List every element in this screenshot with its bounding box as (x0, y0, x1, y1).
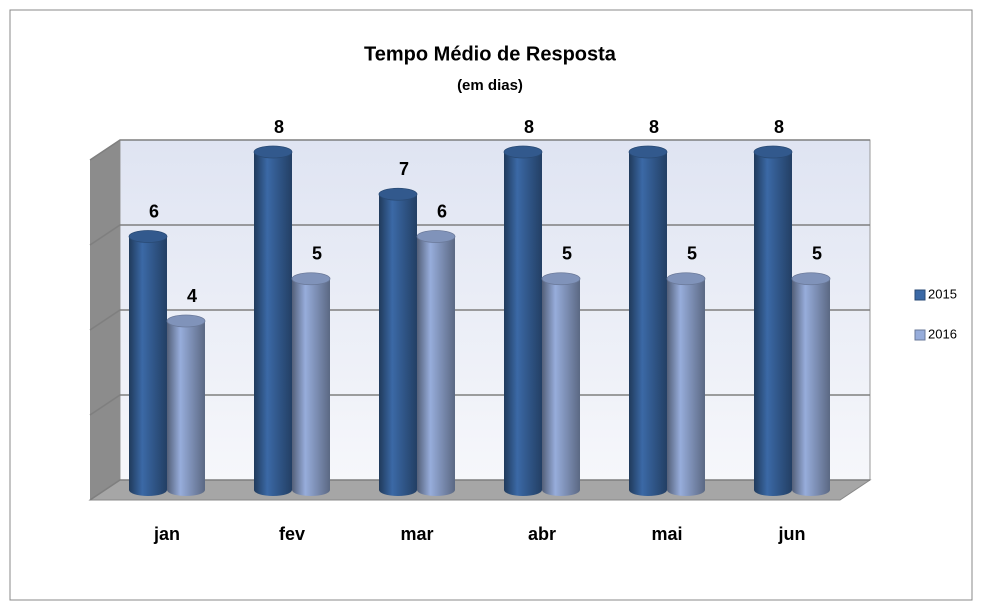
bar-body (792, 278, 830, 490)
bar-top (166, 314, 206, 328)
legend-swatch (914, 289, 926, 301)
bar-body (629, 152, 667, 490)
bar-top (378, 187, 418, 201)
chart-subtitle: (em dias) (457, 77, 523, 94)
bar-body (504, 152, 542, 490)
bar (791, 272, 831, 496)
bar (166, 314, 206, 496)
legend-label: 2016 (928, 326, 957, 341)
legend-swatch (914, 329, 926, 341)
floor (88, 479, 872, 501)
bar-body (417, 236, 455, 490)
data-label: 6 (149, 201, 159, 221)
bar (503, 145, 543, 496)
data-label: 4 (187, 286, 197, 306)
bar-top (416, 230, 456, 243)
bar-top (753, 145, 793, 159)
x-tick-label: abr (528, 524, 556, 544)
x-tick-label: mar (400, 524, 433, 544)
bar-top (666, 272, 706, 286)
bar-body (129, 236, 167, 490)
bar (666, 272, 706, 496)
data-label: 5 (687, 244, 697, 264)
grid-line (89, 479, 870, 501)
data-label: 8 (774, 117, 784, 137)
bar (753, 145, 793, 496)
bar (416, 230, 456, 496)
data-label: 5 (812, 244, 822, 264)
bar-top (791, 272, 831, 286)
bar-body (667, 278, 705, 490)
bar (291, 272, 331, 496)
bar (378, 187, 418, 496)
data-label: 7 (399, 159, 409, 179)
bar (628, 145, 668, 496)
grid-line (89, 394, 870, 416)
bar-top (291, 272, 331, 286)
data-label: 8 (524, 117, 534, 137)
bar-top (628, 145, 668, 159)
bar-top (541, 272, 581, 286)
grid-line (89, 139, 870, 161)
bar-top (128, 230, 168, 243)
chart-title: Tempo Médio de Resposta (364, 43, 617, 65)
bar (541, 272, 581, 496)
grid-line (89, 224, 870, 246)
x-tick-label: jun (778, 524, 806, 544)
data-label: 5 (312, 244, 322, 264)
bar-body (292, 278, 330, 490)
bar-top (253, 145, 293, 159)
x-tick-label: jan (153, 524, 180, 544)
bar-body (254, 152, 292, 490)
data-label: 8 (649, 117, 659, 137)
bar-body (542, 278, 580, 490)
bar-body (167, 321, 205, 490)
bar-body (379, 194, 417, 490)
x-tick-label: fev (279, 524, 305, 544)
x-tick-label: mai (651, 524, 682, 544)
legend-label: 2015 (928, 286, 957, 301)
data-label: 5 (562, 244, 572, 264)
data-label: 6 (437, 201, 447, 221)
bar (253, 145, 293, 496)
data-label: 8 (274, 117, 284, 137)
grid-line (89, 309, 870, 331)
bar-body (754, 152, 792, 490)
bar (128, 230, 168, 496)
bar-top (503, 145, 543, 159)
